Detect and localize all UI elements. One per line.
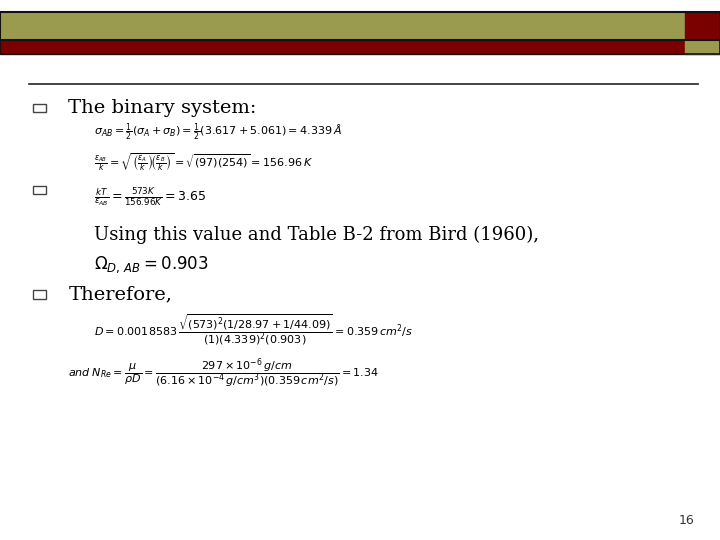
Bar [0,40,720,54]
Text: 16: 16 [679,514,695,526]
Text: Therefore,: Therefore, [68,285,172,303]
Text: $\Omega_{D,\,AB} = 0.903$: $\Omega_{D,\,AB} = 0.903$ [94,254,208,275]
Bar [33,104,46,112]
Bar [0,12,720,40]
Bar [33,290,46,299]
Text: The binary system:: The binary system: [68,99,257,117]
Bar [685,40,720,54]
Text: $\frac{\varepsilon_{AB}}{k} = \sqrt{\left(\frac{\varepsilon_A}{k}\right)\!\left(: $\frac{\varepsilon_{AB}}{k} = \sqrt{\lef… [94,151,312,173]
Text: $D = 0.0018583\,\dfrac{\sqrt{(573)^2(1/28.97 + 1/44.09)}}{(1)(4.339)^2(0.903)} =: $D = 0.0018583\,\dfrac{\sqrt{(573)^2(1/2… [94,312,413,347]
Text: $\frac{kT}{\varepsilon_{AB}} = \frac{573K}{156.96K} = 3.65$: $\frac{kT}{\varepsilon_{AB}} = \frac{573… [94,186,206,208]
Bar [33,186,46,194]
Bar [685,12,720,40]
Text: Using this value and Table B-2 from Bird (1960),: Using this value and Table B-2 from Bird… [94,226,539,244]
Bar [0,40,720,54]
Text: $\mathit{and}\;N_{Re} = \dfrac{\mu}{\rho D} = \dfrac{297\times 10^{-6}\,g/cm}{(6: $\mathit{and}\;N_{Re} = \dfrac{\mu}{\rho… [68,356,379,389]
Text: $\sigma_{AB} = \frac{1}{2}(\sigma_A + \sigma_B) = \frac{1}{2}(3.617 + 5.061) = 4: $\sigma_{AB} = \frac{1}{2}(\sigma_A + \s… [94,122,341,143]
Bar [0,12,720,40]
